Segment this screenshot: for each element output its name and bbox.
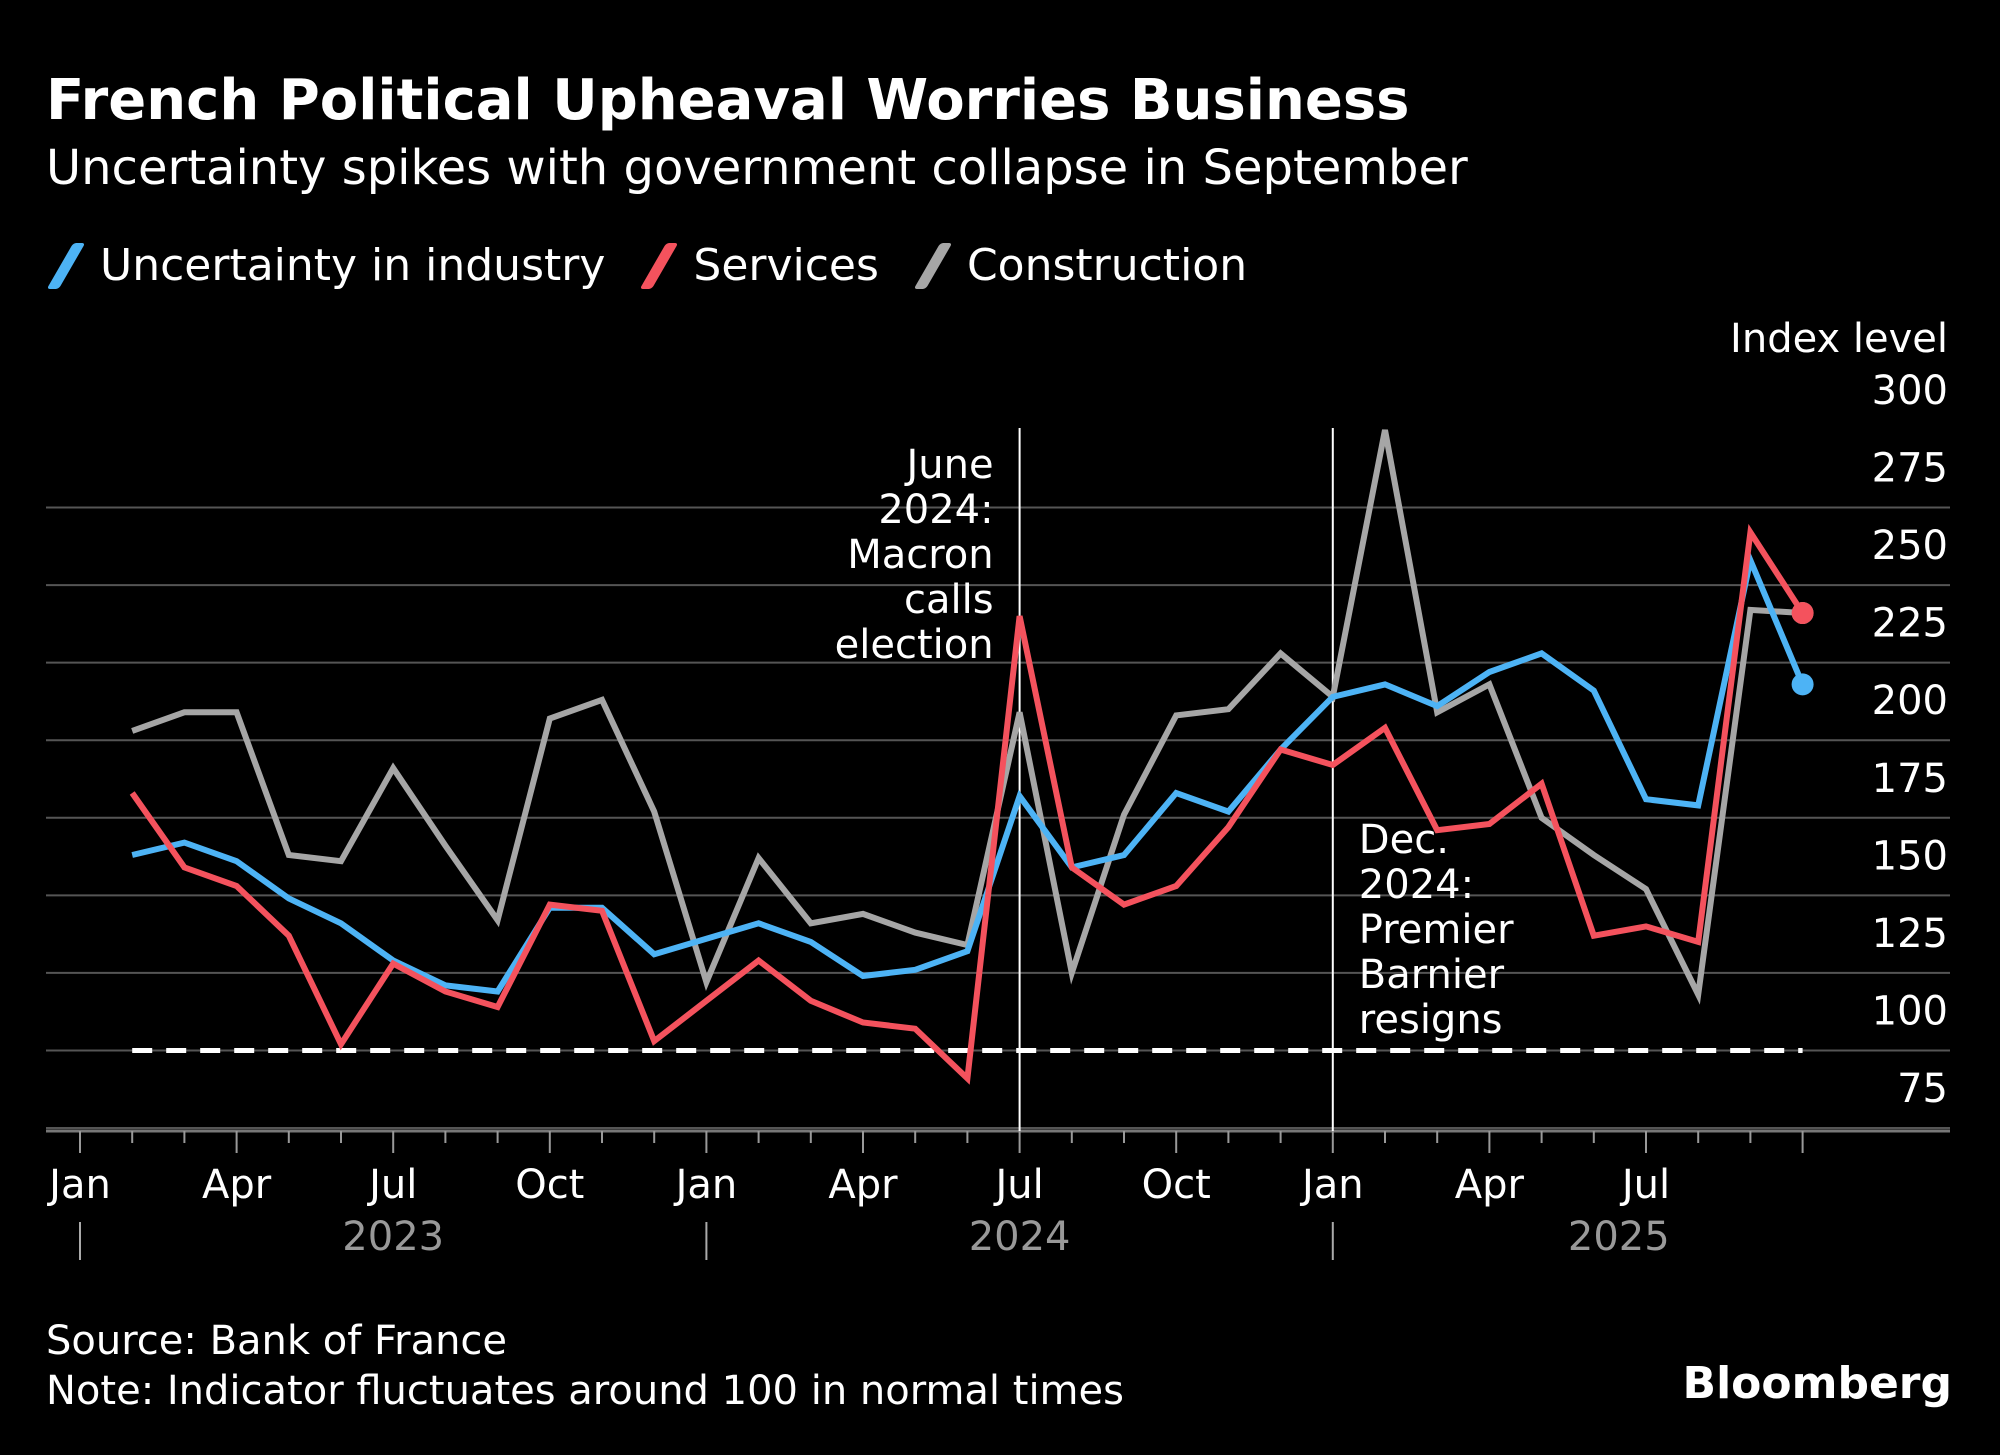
legend-label-services: Services [693, 240, 879, 291]
legend-item-services: Services [639, 240, 879, 291]
year-label: 2024 [969, 1214, 1071, 1260]
annotation-text: Premier [1359, 907, 1514, 953]
y-tick-label: 175 [1872, 756, 1948, 802]
annotation-text: 2024: [1359, 862, 1474, 908]
x-tick-label: Jan [1299, 1162, 1364, 1208]
x-tick-label: Oct [1142, 1162, 1211, 1208]
annotation-text: June [903, 442, 993, 488]
legend-label-construction: Construction [966, 240, 1248, 291]
chart-title: French Political Upheaval Worries Busine… [46, 68, 1410, 133]
y-tick-label: 200 [1872, 678, 1948, 724]
y-tick-label: 250 [1872, 523, 1948, 569]
y-tick-label: 150 [1872, 833, 1948, 879]
y-tick-label: 125 [1872, 911, 1948, 957]
y-tick-label: 225 [1872, 601, 1948, 647]
legend-item-construction: Construction [913, 240, 1247, 291]
annotation-text: resigns [1359, 997, 1503, 1043]
series-endpoint [1791, 673, 1814, 696]
y-tick-label: 75 [1897, 1066, 1948, 1112]
year-label: 2023 [342, 1214, 444, 1260]
series-endpoint [1791, 602, 1814, 625]
series-line-services [129, 523, 1806, 1085]
x-tick-label: Oct [515, 1162, 584, 1208]
bloomberg-logo: Bloomberg [1682, 1358, 1952, 1409]
y-tick-label: 300 [1872, 368, 1948, 414]
legend: Uncertainty in industry Services Constru… [46, 240, 1281, 291]
y-axis-label: Index level [1730, 316, 1948, 362]
legend-label-industry: Uncertainty in industry [100, 240, 606, 291]
x-tick-label: Apr [828, 1162, 898, 1208]
x-tick-label: Jul [1619, 1162, 1670, 1208]
footnote: Note: Indicator fluctuates around 100 in… [46, 1368, 1124, 1414]
x-tick-label: Jan [673, 1162, 738, 1208]
x-tick-label: Jul [366, 1162, 417, 1208]
series-line-uncertainty-in-industry [131, 550, 1806, 995]
annotation-text: calls [904, 577, 994, 623]
annotation-text: 2024: [878, 487, 993, 533]
chart-subtitle: Uncertainty spikes with government colla… [46, 140, 1468, 196]
x-tick-label: Apr [202, 1162, 272, 1208]
x-tick-label: Jul [992, 1162, 1043, 1208]
legend-item-industry: Uncertainty in industry [46, 240, 605, 291]
annotation-text: Macron [847, 532, 993, 578]
year-label: 2025 [1568, 1214, 1670, 1260]
x-tick-label: Apr [1455, 1162, 1525, 1208]
x-tick-label: Jan [46, 1162, 111, 1208]
annotation-text: election [835, 622, 994, 668]
annotation-text: Barnier [1359, 952, 1505, 998]
y-tick-label: 100 [1872, 988, 1948, 1034]
source-note: Source: Bank of France [46, 1318, 508, 1364]
y-tick-label: 275 [1872, 446, 1948, 492]
